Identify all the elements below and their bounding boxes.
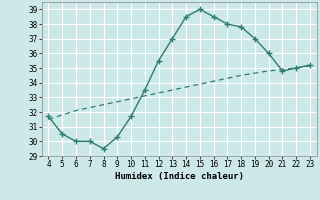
- X-axis label: Humidex (Indice chaleur): Humidex (Indice chaleur): [115, 172, 244, 181]
